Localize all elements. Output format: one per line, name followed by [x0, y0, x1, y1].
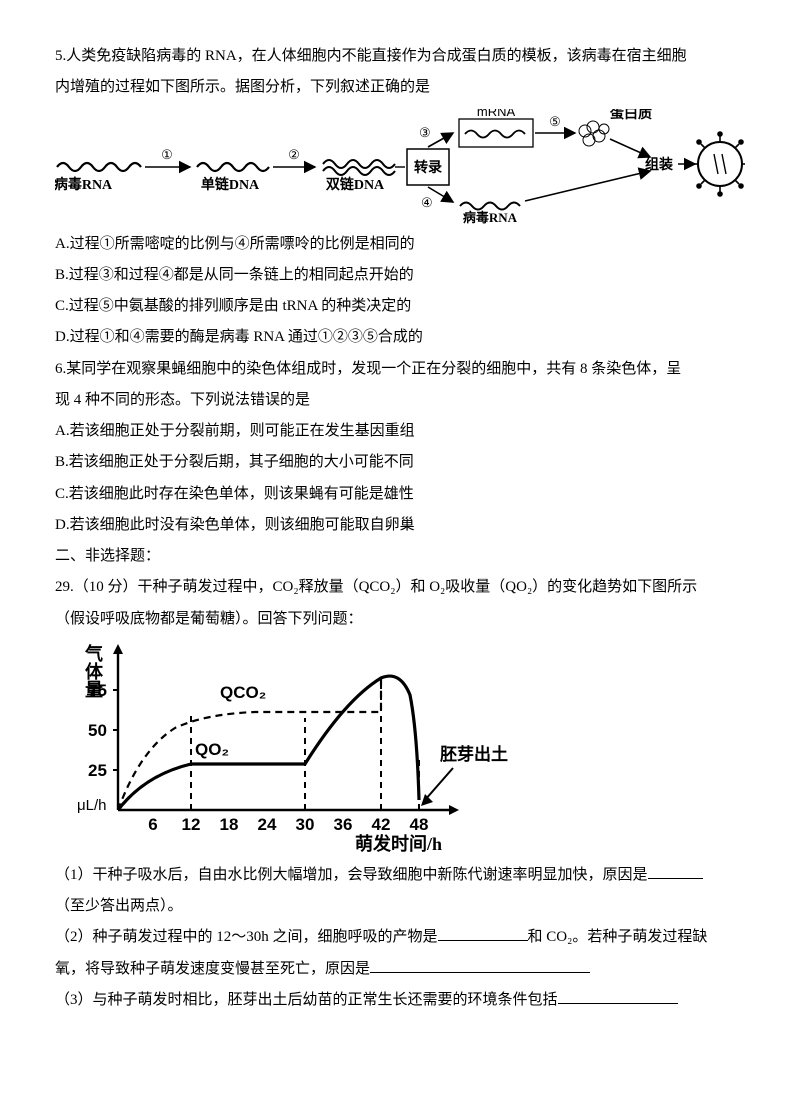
svg-text:组装: 组装 — [645, 156, 674, 173]
q6-stem-2: 现 4 种不同的形态。下列说法错误的是 — [55, 386, 745, 415]
blank-3[interactable] — [370, 955, 590, 973]
svg-text:18: 18 — [220, 815, 239, 834]
q29-part1: （1）干种子吸水后，自由水比例大幅增加，会导致细胞中新陈代谢速率明显加快，原因是 — [55, 861, 745, 890]
svg-text:75: 75 — [88, 681, 107, 700]
q6-option-b: B.若该细胞正处于分裂后期，其子细胞的大小可能不同 — [55, 448, 745, 477]
svg-text:36: 36 — [334, 815, 353, 834]
q29-p3a: （3）与种子萌发时相比，胚芽出土后幼苗的正常生长还需要的环境条件包括 — [55, 992, 558, 1008]
svg-text:24: 24 — [258, 815, 277, 834]
blank-1[interactable] — [648, 861, 703, 879]
svg-text:转录: 转录 — [414, 159, 442, 176]
blank-4[interactable] — [558, 986, 678, 1004]
blank-2[interactable] — [438, 924, 528, 942]
svg-text:12: 12 — [182, 815, 201, 834]
q29-part2c: 氧，将导致种子萌发速度变慢甚至死亡，原因是 — [55, 955, 745, 984]
q29-stem-1: 29.（10 分）干种子萌发过程中，CO₂释放量（QCO₂）和 O₂吸收量（QO… — [55, 573, 745, 602]
q29-p1a: （1）干种子吸水后，自由水比例大幅增加，会导致细胞中新陈代谢速率明显加快，原因是 — [55, 867, 648, 883]
svg-text:QO₂: QO₂ — [195, 740, 229, 759]
q29-chart: 气体量 μL/h 25 50 75 6 12 18 24 30 36 42 48… — [55, 640, 515, 855]
q29-part2: （2）种子萌发过程中的 12～30h 之间，细胞呼吸的产物是 和 CO₂。若种子萌… — [55, 923, 745, 952]
svg-text:48: 48 — [410, 815, 429, 834]
q5-option-b: B.过程③和过程④都是从同一条链上的相同起点开始的 — [55, 261, 745, 290]
q5-diagram: 病毒RNA ① 单链DNA ② 双链DNA 转录 ③ ④ mRNA 病毒RNA … — [55, 109, 745, 224]
svg-text:双链DNA: 双链DNA — [326, 176, 385, 193]
svg-text:25: 25 — [88, 761, 107, 780]
q5-option-d: D.过程①和④需要的酶是病毒 RNA 通过①②③⑤合成的 — [55, 323, 745, 352]
svg-text:⑤: ⑤ — [549, 114, 561, 129]
q29-stem-2: （假设呼吸底物都是葡萄糖）。回答下列问题： — [55, 605, 745, 634]
svg-text:单链DNA: 单链DNA — [201, 176, 260, 193]
q29-p2a: （2）种子萌发过程中的 12～30h 之间，细胞呼吸的产物是 — [55, 929, 438, 945]
svg-text:病毒RNA: 病毒RNA — [463, 210, 518, 224]
svg-text:③: ③ — [419, 125, 431, 140]
q29-p2c: 氧，将导致种子萌发速度变慢甚至死亡，原因是 — [55, 961, 370, 977]
svg-text:①: ① — [161, 147, 173, 162]
q6-stem-1: 6.某同学在观察果蝇细胞中的染色体组成时，发现一个正在分裂的细胞中，共有 8 条… — [55, 355, 745, 384]
q6-option-d: D.若该细胞此时没有染色单体，则该细胞可能取自卵巢 — [55, 511, 745, 540]
svg-text:④: ④ — [421, 195, 433, 210]
svg-text:蛋白质: 蛋白质 — [610, 109, 652, 122]
svg-text:病毒RNA: 病毒RNA — [55, 176, 113, 193]
section-2-heading: 二、非选择题： — [55, 542, 745, 571]
svg-text:QCO₂: QCO₂ — [220, 683, 266, 702]
q5-stem-1: 5.人类免疫缺陷病毒的 RNA，在人体细胞内不能直接作为合成蛋白质的模板，该病毒… — [55, 42, 745, 71]
svg-text:50: 50 — [88, 721, 107, 740]
svg-text:42: 42 — [372, 815, 391, 834]
q6-option-a: A.若该细胞正处于分裂前期，则可能正在发生基因重组 — [55, 417, 745, 446]
q5-option-a: A.过程①所需嘧啶的比例与④所需嘌呤的比例是相同的 — [55, 230, 745, 259]
q6-option-c: C.若该细胞此时存在染色单体，则该果蝇有可能是雄性 — [55, 480, 745, 509]
q29-p2b: 和 CO₂。若种子萌发过程缺 — [528, 929, 708, 945]
q5-stem-2: 内增殖的过程如下图所示。据图分析，下列叙述正确的是 — [55, 73, 745, 102]
svg-text:胚芽出土: 胚芽出土 — [440, 744, 508, 764]
svg-text:μL/h: μL/h — [77, 797, 107, 814]
q29-part1b: （至少答出两点）。 — [55, 892, 745, 921]
q29-part3: （3）与种子萌发时相比，胚芽出土后幼苗的正常生长还需要的环境条件包括 — [55, 986, 745, 1015]
svg-text:6: 6 — [148, 815, 157, 834]
svg-text:mRNA: mRNA — [477, 109, 516, 119]
q5-option-c: C.过程⑤中氨基酸的排列顺序是由 tRNA 的种类决定的 — [55, 292, 745, 321]
svg-text:萌发时间/h: 萌发时间/h — [355, 833, 442, 854]
svg-text:②: ② — [288, 147, 300, 162]
svg-text:30: 30 — [296, 815, 315, 834]
